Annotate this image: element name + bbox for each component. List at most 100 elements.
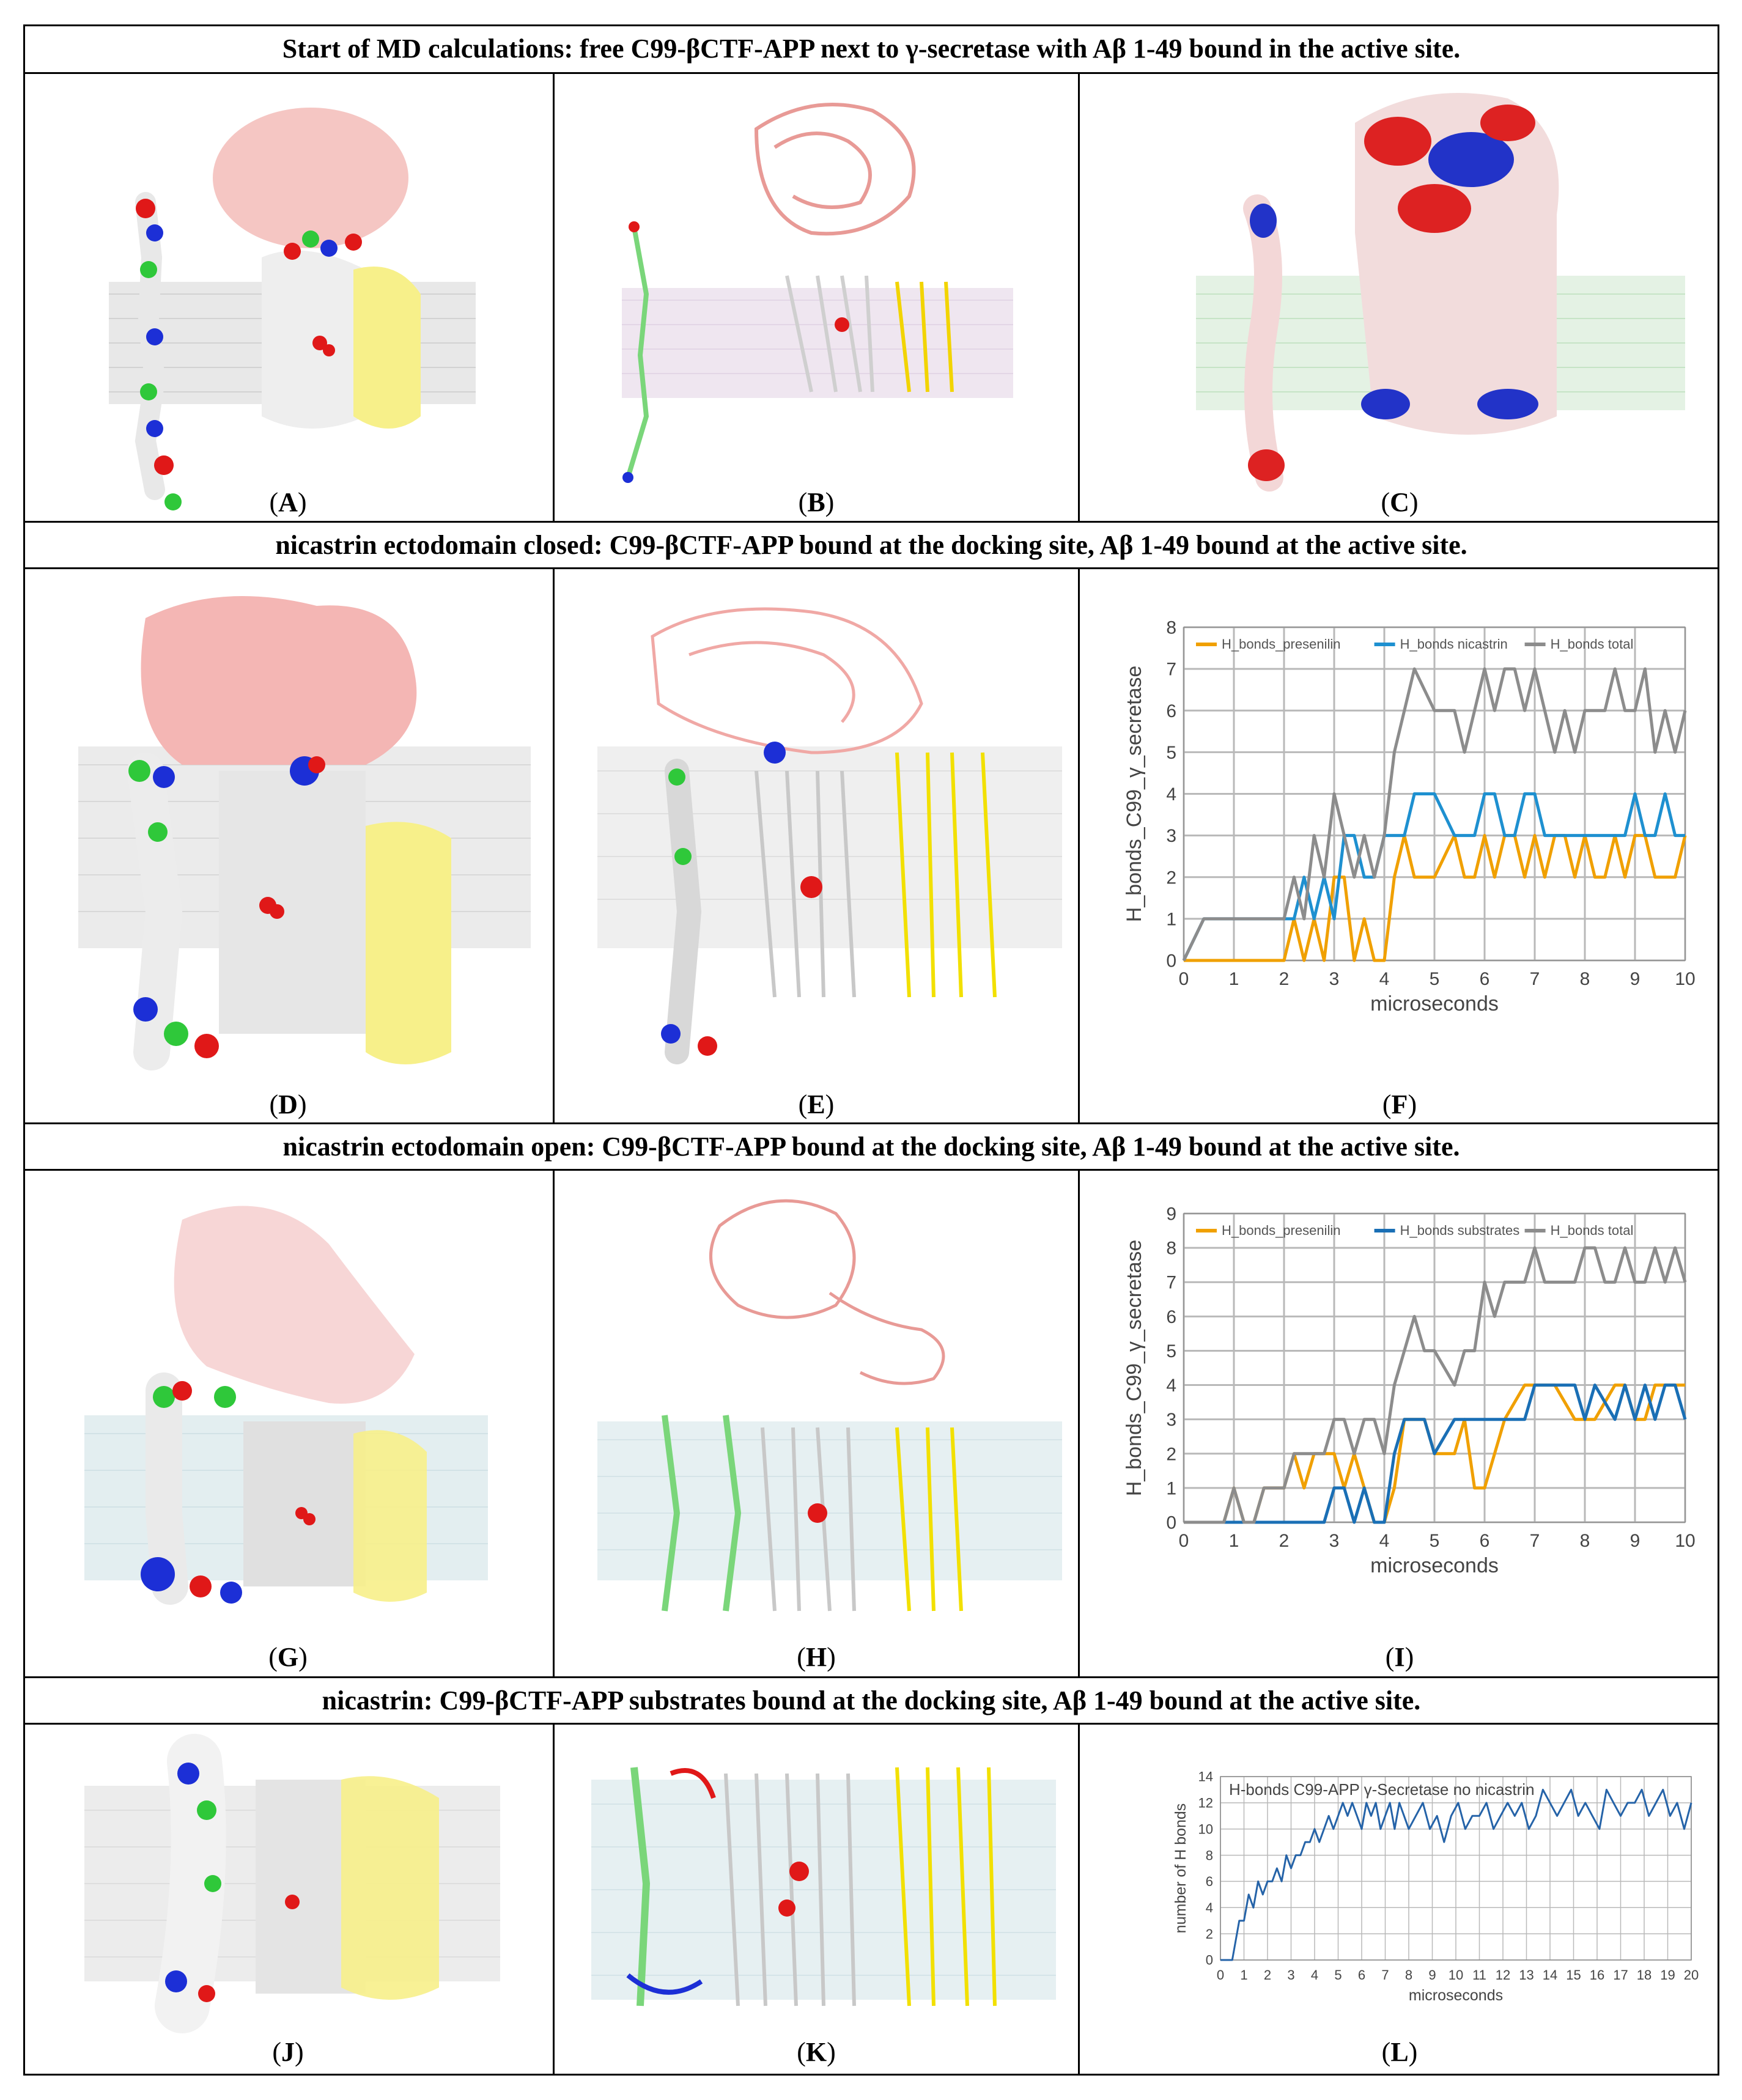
x-tick-label: 13: [1519, 1967, 1533, 1983]
molecular-ribbon-image: [622, 103, 1013, 483]
panel-c: (C): [1080, 74, 1719, 521]
panel-label-k: (K): [797, 2037, 836, 2067]
divider: [1078, 567, 1080, 1122]
y-tick-label: 8: [1206, 1848, 1213, 1863]
x-axis-label: microseconds: [1370, 992, 1499, 1015]
x-axis-label: microseconds: [1409, 1987, 1503, 2004]
x-tick-label: 7: [1381, 1967, 1389, 1983]
y-axis-label: H_bonds_C99_γ_secretase: [1123, 1240, 1146, 1497]
divider: [1078, 72, 1080, 521]
divider: [553, 1169, 555, 1676]
electrostatic-surface-image: [1196, 93, 1685, 492]
y-tick-label: 3: [1166, 1410, 1176, 1430]
legend-label: H_bonds nicastrin: [1400, 636, 1508, 652]
figure-frame: [23, 24, 1719, 2076]
panel-l: 0 1 2 3 4 5 6 7 8 9 10 11 12 13 14 15 16 17 18 19 20 0 2 4 6 8 10 1…: [1080, 1725, 1719, 2076]
series-line: [1220, 1788, 1692, 1961]
legend-label: H_bonds substrates: [1400, 1223, 1520, 1238]
y-axis-label: H_bonds_C99_γ_secretase: [1123, 666, 1146, 923]
panel-h: (H): [555, 1171, 1078, 1676]
y-tick-label: 4: [1206, 1900, 1213, 1915]
plot-frame: [1220, 1776, 1692, 1961]
x-tick-label: 1: [1229, 969, 1239, 989]
panel-k: (K): [555, 1725, 1078, 2076]
y-tick-label: 2: [1166, 1444, 1176, 1464]
molecular-ribbon-image: [597, 1199, 1062, 1612]
plot-frame: [1183, 627, 1686, 961]
divider: [23, 1122, 1719, 1124]
divider: [1078, 1169, 1080, 1676]
y-tick-label: 3: [1166, 826, 1176, 846]
panel-f: 0 1 2 3 4 5 6 7 8 9 10 0 1 2 3 4 5 6 7 8 microseconds H_bonds…: [1080, 569, 1719, 1122]
chart-title: H-bonds C99-APP γ-Secretase no nicastrin: [1229, 1780, 1535, 1799]
x-tick-label: 12: [1496, 1967, 1510, 1983]
panel-label-a: (A): [269, 487, 307, 517]
molecular-ribbon-image: [591, 1767, 1056, 2006]
x-axis-label: microseconds: [1370, 1554, 1499, 1577]
panel-label-h: (H): [797, 1642, 836, 1672]
x-tick-label: 17: [1613, 1967, 1628, 1983]
divider: [23, 1169, 1719, 1171]
panel-label-d: (D): [269, 1089, 307, 1119]
x-tick-label: 9: [1630, 1531, 1641, 1551]
divider: [553, 72, 555, 521]
panel-label-e: (E): [798, 1089, 835, 1119]
series-line: [1182, 667, 1687, 962]
series-line: [1184, 1246, 1687, 1524]
x-tick-label: 0: [1179, 1531, 1189, 1551]
panel-e: (E): [555, 569, 1078, 1122]
divider: [23, 567, 1719, 569]
y-tick-label: 4: [1166, 1376, 1176, 1396]
x-tick-label: 6: [1480, 1531, 1490, 1551]
y-tick-label: 5: [1166, 743, 1176, 763]
divider: [553, 1723, 555, 2076]
x-tick-label: 3: [1329, 969, 1340, 989]
x-tick-label: 1: [1229, 1531, 1239, 1551]
row-title-3: nicastrin ectodomain open: C99-βCTF-APP …: [282, 1132, 1460, 1162]
y-tick-label: 0: [1166, 951, 1176, 971]
x-tick-label: 5: [1430, 1531, 1440, 1551]
panel-j: (J): [23, 1725, 553, 2076]
row-title-2: nicastrin ectodomain closed: C99-βCTF-AP…: [275, 530, 1467, 560]
x-tick-label: 9: [1428, 1967, 1436, 1983]
divider: [1078, 1723, 1080, 2076]
y-tick-label: 6: [1166, 701, 1176, 721]
x-tick-label: 6: [1358, 1967, 1365, 1983]
x-tick-label: 20: [1684, 1967, 1699, 1983]
panel-a: (A): [23, 74, 553, 521]
y-tick-label: 14: [1198, 1769, 1213, 1785]
x-tick-label: 4: [1379, 969, 1390, 989]
x-tick-label: 2: [1279, 1531, 1290, 1551]
figure: Start of MD calculations: free C99-βCTF-…: [23, 24, 1719, 2076]
divider: [553, 567, 555, 1122]
divider: [23, 72, 1719, 74]
x-tick-label: 11: [1472, 1967, 1486, 1983]
y-tick-label: 4: [1166, 784, 1176, 805]
x-tick-label: 8: [1580, 969, 1590, 989]
plot-frame: [1183, 1213, 1686, 1523]
series-line: [1184, 1383, 1687, 1524]
molecular-surface-image: [84, 1206, 488, 1605]
panel-label-g: (G): [268, 1642, 308, 1672]
x-tick-label: 15: [1566, 1967, 1581, 1983]
row-title-1: Start of MD calculations: free C99-βCTF-…: [282, 34, 1461, 64]
x-tick-label: 3: [1329, 1531, 1340, 1551]
divider: [23, 1723, 1719, 1725]
panel-d: (D): [23, 569, 553, 1122]
y-tick-label: 1: [1166, 909, 1176, 929]
x-tick-label: 10: [1449, 1967, 1463, 1983]
line-chart-f: 0 1 2 3 4 5 6 7 8 9 10 0 1 2 3 4 5 6 7 8 microseconds H_bonds…: [1123, 618, 1696, 1016]
panel-b: (B): [555, 74, 1078, 521]
molecular-ribbon-image: [597, 607, 1062, 1064]
x-tick-label: 10: [1675, 969, 1695, 989]
x-tick-label: 10: [1675, 1531, 1695, 1551]
y-tick-label: 2: [1206, 1926, 1213, 1942]
panel-label-f: (F): [1382, 1089, 1417, 1119]
panel-label-b: (B): [798, 487, 835, 517]
x-tick-label: 7: [1530, 1531, 1540, 1551]
x-tick-label: 19: [1660, 1967, 1675, 1983]
x-tick-label: 7: [1530, 969, 1540, 989]
panel-g: (G): [23, 1171, 553, 1676]
panel-label-i: (I): [1385, 1642, 1414, 1672]
y-tick-label: 8: [1166, 1239, 1176, 1259]
